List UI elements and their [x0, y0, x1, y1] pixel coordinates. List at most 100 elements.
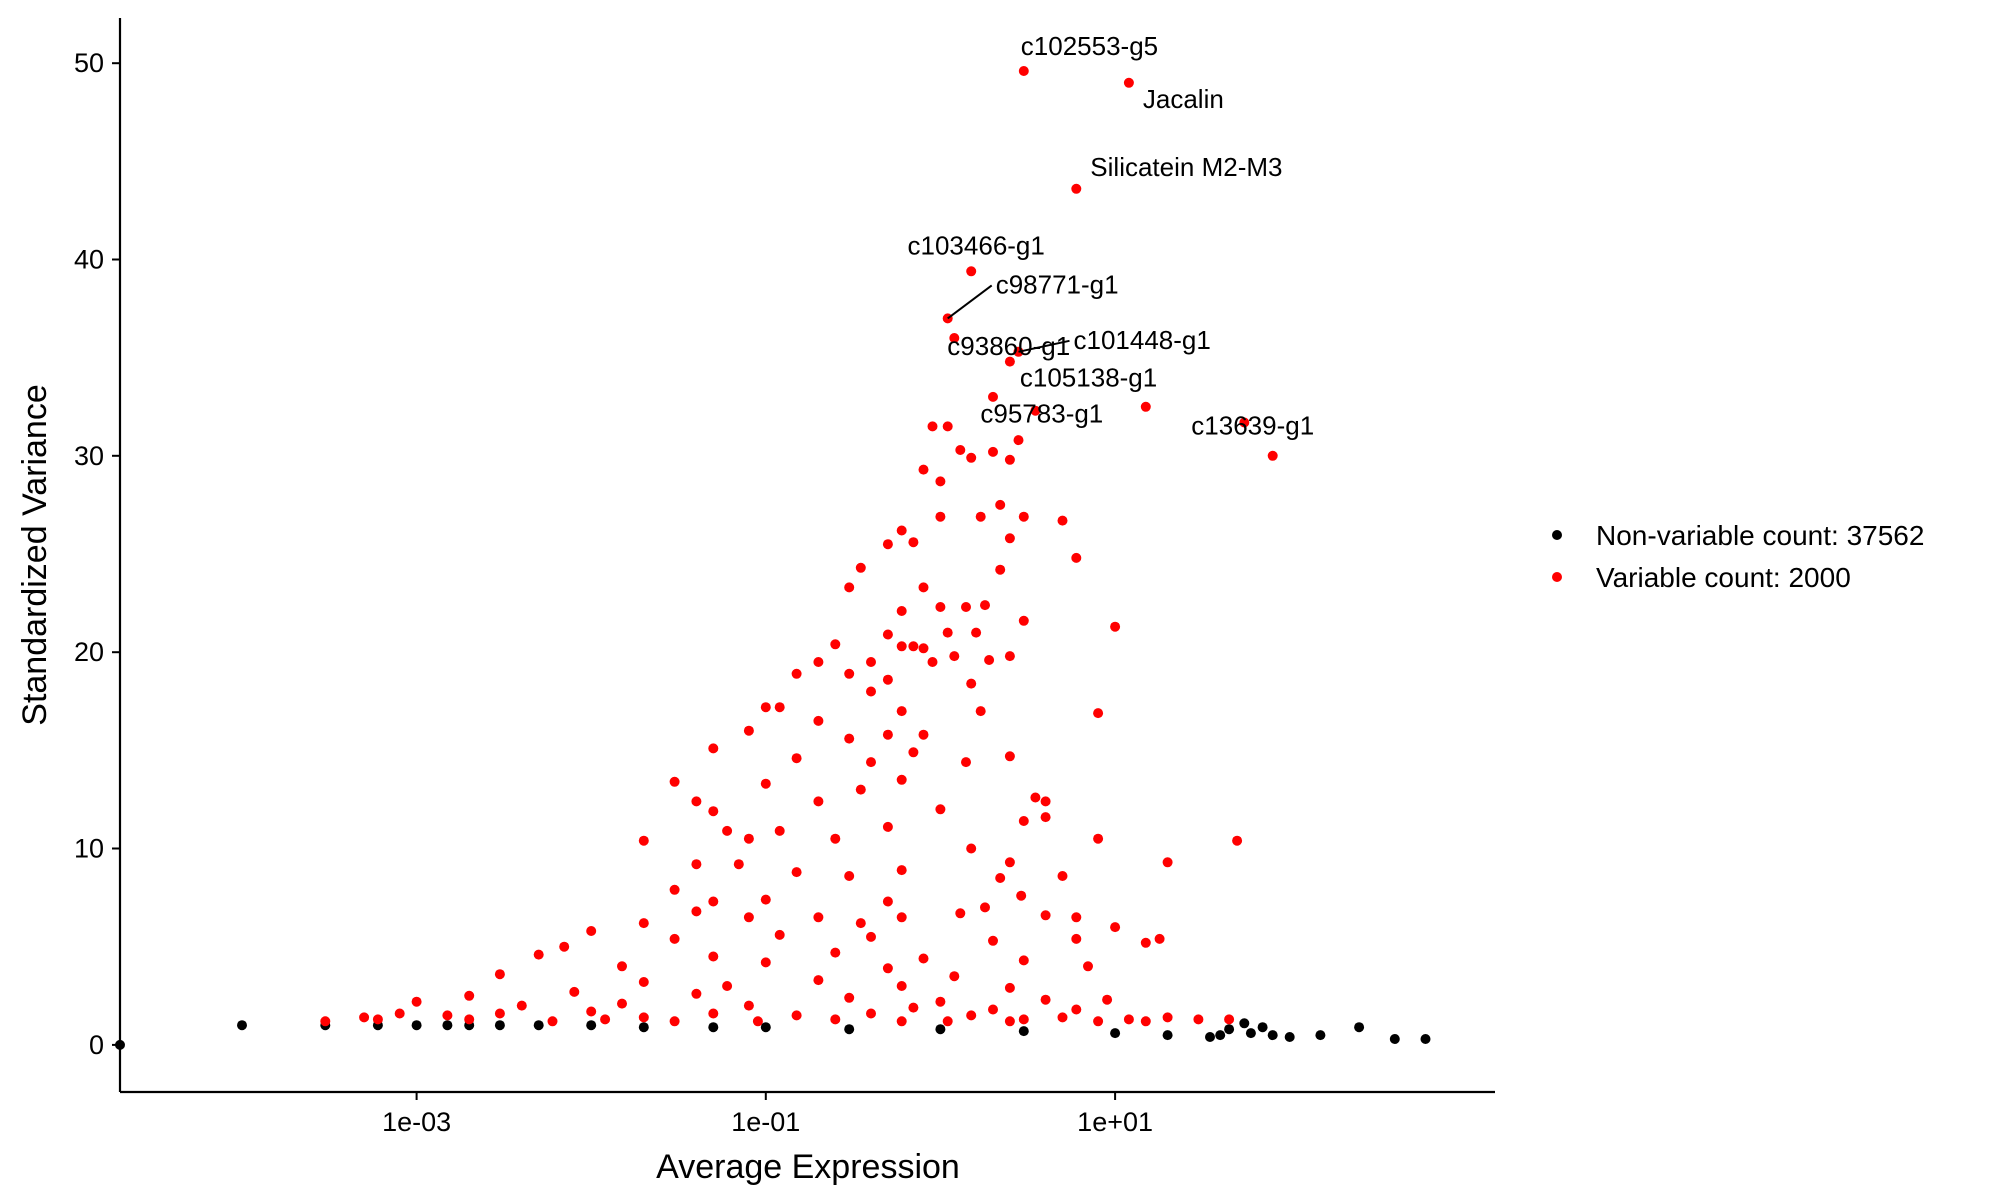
- point-variable: [691, 796, 702, 807]
- gene-label: Jacalin: [1143, 84, 1224, 114]
- point-variable: [1004, 1016, 1015, 1027]
- point-variable: [464, 1014, 475, 1025]
- gene-labels: c102553-g5 Jacalin Silicatein M2-M3 c103466…: [908, 31, 1315, 441]
- point-variable: [988, 935, 998, 946]
- point-variable: [669, 776, 680, 787]
- point-nonvariable: [411, 1020, 422, 1031]
- point-variable: [1018, 955, 1029, 966]
- point-variable: [1123, 77, 1134, 88]
- point-variable: [882, 629, 893, 640]
- point-variable: [1057, 515, 1068, 526]
- legend-marker-nonvariable: [1552, 530, 1562, 540]
- point-variable: [586, 926, 597, 936]
- point-variable: [722, 981, 733, 991]
- points-layer: [115, 66, 1431, 1050]
- point-variable: [988, 446, 998, 457]
- point-variable: [830, 833, 841, 844]
- point-variable: [882, 821, 893, 832]
- point-variable: [813, 975, 824, 986]
- point-variable: [935, 602, 946, 612]
- point-variable: [882, 674, 893, 685]
- point-nonvariable: [237, 1020, 247, 1031]
- point-variable: [1110, 621, 1121, 632]
- x-axis-title: Average Expression: [656, 1148, 960, 1186]
- point-variable: [1224, 1014, 1235, 1025]
- point-variable: [733, 859, 744, 870]
- point-variable: [830, 947, 841, 958]
- point-variable: [961, 757, 971, 768]
- point-variable: [1004, 356, 1015, 367]
- point-variable: [966, 843, 977, 854]
- point-nonvariable: [935, 1024, 946, 1035]
- point-variable: [1267, 450, 1278, 461]
- point-variable: [866, 757, 876, 768]
- point-variable: [866, 657, 876, 667]
- point-variable: [1018, 816, 1029, 826]
- point-variable: [966, 452, 977, 463]
- point-variable: [918, 464, 929, 475]
- point-nonvariable: [1354, 1022, 1365, 1033]
- point-variable: [708, 743, 719, 754]
- point-nonvariable: [1245, 1028, 1256, 1039]
- point-variable: [791, 668, 802, 679]
- y-tick-label: 20: [74, 637, 104, 667]
- point-variable: [813, 796, 824, 807]
- point-variable: [1040, 796, 1051, 807]
- point-variable: [918, 643, 929, 654]
- point-variable: [743, 833, 754, 844]
- point-variable: [791, 1010, 802, 1021]
- legend-label-nonvariable: Non-variable count: 37562: [1596, 520, 1924, 551]
- point-variable: [533, 949, 544, 960]
- point-variable: [949, 651, 960, 662]
- legend-marker-variable: [1552, 572, 1562, 582]
- point-variable: [988, 1004, 998, 1015]
- point-variable: [855, 918, 866, 929]
- point-variable: [617, 998, 627, 1009]
- point-variable: [984, 655, 995, 665]
- gene-label: c103466-g1: [908, 230, 1045, 260]
- point-variable: [569, 986, 580, 997]
- point-variable: [975, 511, 986, 522]
- point-variable: [547, 1016, 558, 1027]
- series-variable: [320, 66, 1278, 1027]
- point-variable: [844, 668, 855, 679]
- point-variable: [955, 908, 966, 919]
- point-variable: [708, 951, 719, 962]
- point-variable: [966, 1010, 977, 1021]
- point-variable: [691, 988, 702, 999]
- point-variable: [1123, 1014, 1134, 1025]
- point-nonvariable: [1315, 1030, 1326, 1041]
- point-variable: [743, 912, 754, 923]
- point-variable: [918, 953, 929, 964]
- point-variable: [1057, 1012, 1068, 1023]
- point-variable: [760, 957, 771, 968]
- point-variable: [1040, 994, 1051, 1005]
- point-variable: [752, 1016, 763, 1027]
- gene-label: c105138-g1: [1020, 363, 1157, 393]
- point-variable: [995, 873, 1006, 883]
- point-variable: [882, 963, 893, 974]
- point-variable: [813, 715, 824, 726]
- point-variable: [1018, 511, 1029, 522]
- point-variable: [494, 969, 505, 980]
- point-variable: [813, 657, 824, 667]
- point-variable: [813, 912, 824, 923]
- point-variable: [844, 992, 855, 1003]
- point-variable: [927, 657, 938, 667]
- point-variable: [949, 333, 960, 343]
- point-variable: [844, 871, 855, 881]
- point-variable: [722, 825, 733, 836]
- y-tick-label: 0: [89, 1030, 104, 1060]
- point-variable: [464, 990, 475, 1001]
- gene-label: c102553-g5: [1021, 31, 1158, 61]
- point-variable: [1004, 982, 1015, 993]
- point-variable: [586, 1006, 597, 1017]
- point-variable: [1162, 1012, 1173, 1023]
- point-variable: [394, 1008, 405, 1019]
- point-variable: [1071, 183, 1082, 194]
- point-variable: [791, 867, 802, 878]
- point-variable: [935, 511, 946, 522]
- point-variable: [866, 931, 876, 942]
- point-variable: [1018, 66, 1029, 76]
- point-variable: [942, 1016, 953, 1027]
